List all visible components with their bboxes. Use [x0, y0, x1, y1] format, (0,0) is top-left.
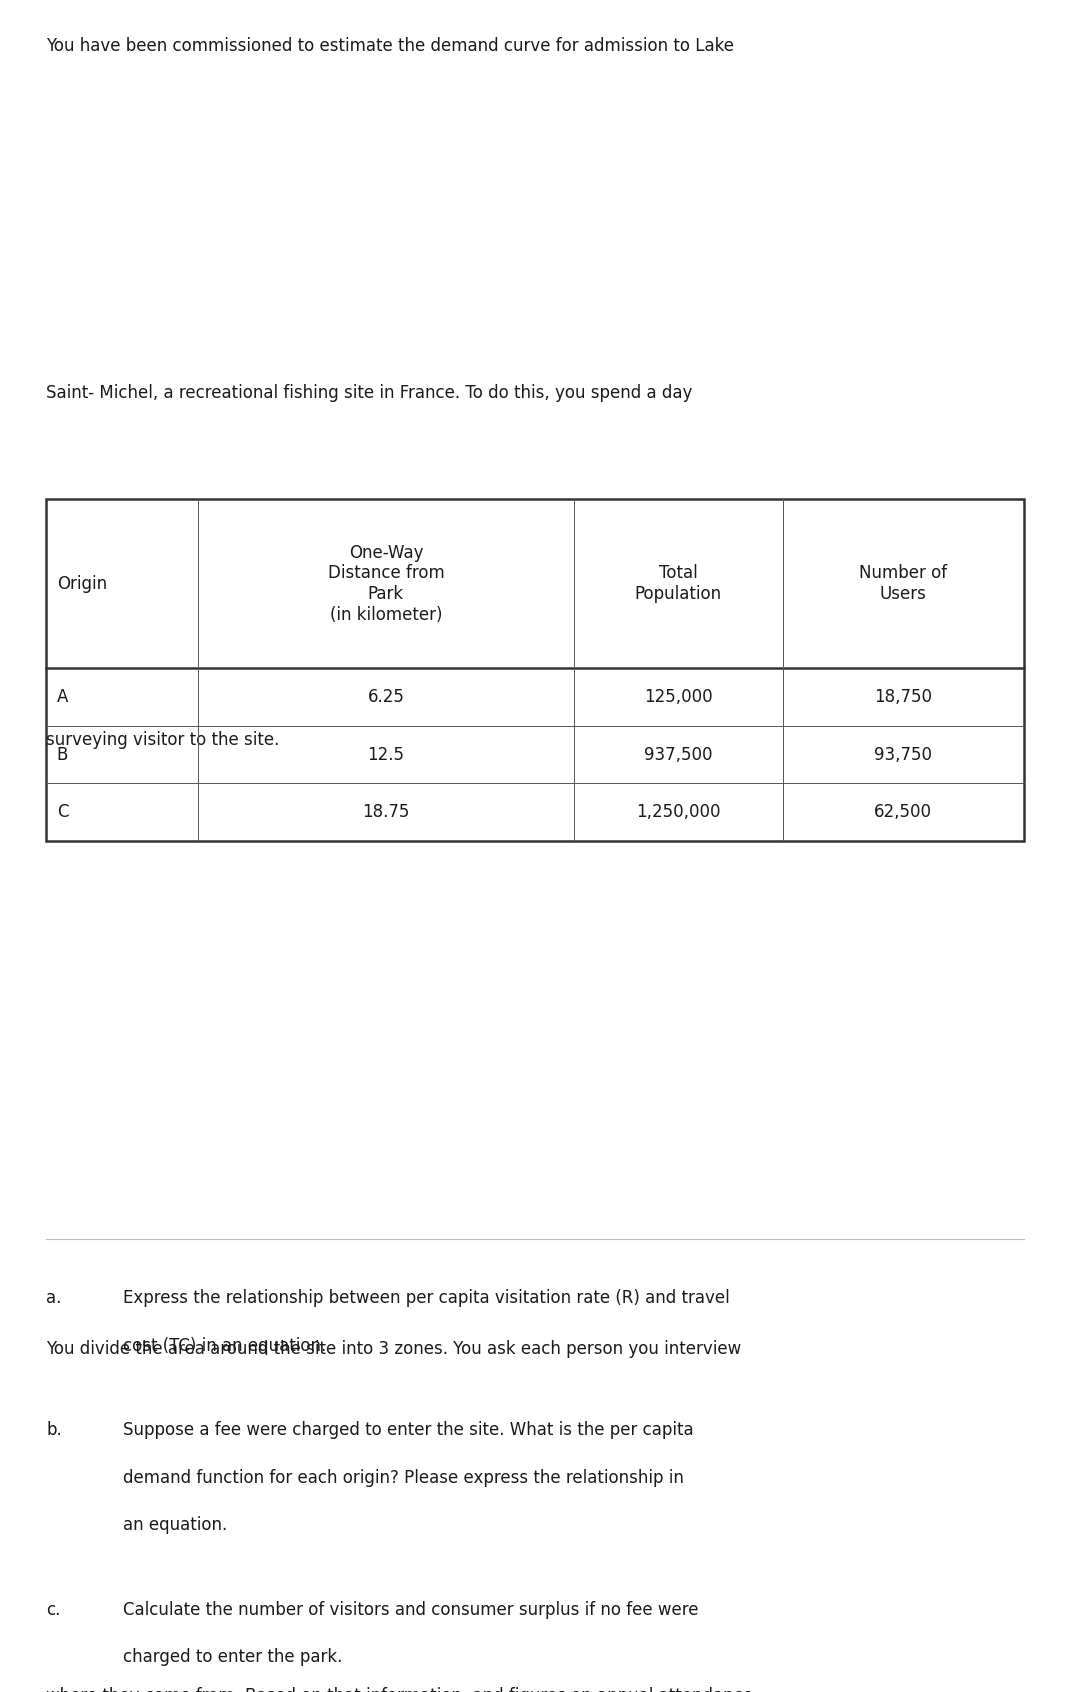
- Text: 18,750: 18,750: [874, 689, 933, 706]
- Text: C: C: [57, 804, 69, 821]
- Text: You divide the area around the site into 3 zones. You ask each person you interv: You divide the area around the site into…: [46, 1340, 742, 1359]
- Text: charged to enter the park.: charged to enter the park.: [123, 1648, 343, 1667]
- Text: Suppose a fee were charged to enter the site. What is the per capita: Suppose a fee were charged to enter the …: [123, 1421, 694, 1440]
- Text: b.: b.: [46, 1421, 62, 1440]
- Text: Origin: Origin: [57, 575, 107, 592]
- Text: B: B: [57, 746, 69, 763]
- Text: Number of
Users: Number of Users: [859, 565, 948, 602]
- Text: 937,500: 937,500: [644, 746, 712, 763]
- Text: demand function for each origin? Please express the relationship in: demand function for each origin? Please …: [123, 1469, 684, 1487]
- Text: 125,000: 125,000: [643, 689, 713, 706]
- Text: an equation.: an equation.: [123, 1516, 227, 1535]
- Text: Saint- Michel, a recreational fishing site in France. To do this, you spend a da: Saint- Michel, a recreational fishing si…: [46, 384, 693, 403]
- Text: 93,750: 93,750: [874, 746, 933, 763]
- FancyBboxPatch shape: [46, 499, 1024, 841]
- Text: You have been commissioned to estimate the demand curve for admission to Lake: You have been commissioned to estimate t…: [46, 37, 734, 56]
- Text: where they come from. Based on that information, and figures on annual attendanc: where they come from. Based on that info…: [46, 1687, 754, 1692]
- Text: One-Way
Distance from
Park
(in kilometer): One-Way Distance from Park (in kilometer…: [328, 543, 444, 624]
- Text: 6.25: 6.25: [368, 689, 404, 706]
- Text: Calculate the number of visitors and consumer surplus if no fee were: Calculate the number of visitors and con…: [123, 1601, 699, 1619]
- Text: a.: a.: [46, 1289, 61, 1308]
- Text: Total
Population: Total Population: [635, 565, 721, 602]
- Text: surveying visitor to the site.: surveying visitor to the site.: [46, 731, 280, 750]
- Text: A: A: [57, 689, 69, 706]
- Text: 12.5: 12.5: [368, 746, 404, 763]
- Text: c.: c.: [46, 1601, 60, 1619]
- Text: 62,500: 62,500: [874, 804, 933, 821]
- Text: Express the relationship between per capita visitation rate (R) and travel: Express the relationship between per cap…: [123, 1289, 730, 1308]
- Text: 1,250,000: 1,250,000: [636, 804, 720, 821]
- Text: cost (TC) in an equation.: cost (TC) in an equation.: [123, 1337, 327, 1355]
- Text: 18.75: 18.75: [362, 804, 410, 821]
